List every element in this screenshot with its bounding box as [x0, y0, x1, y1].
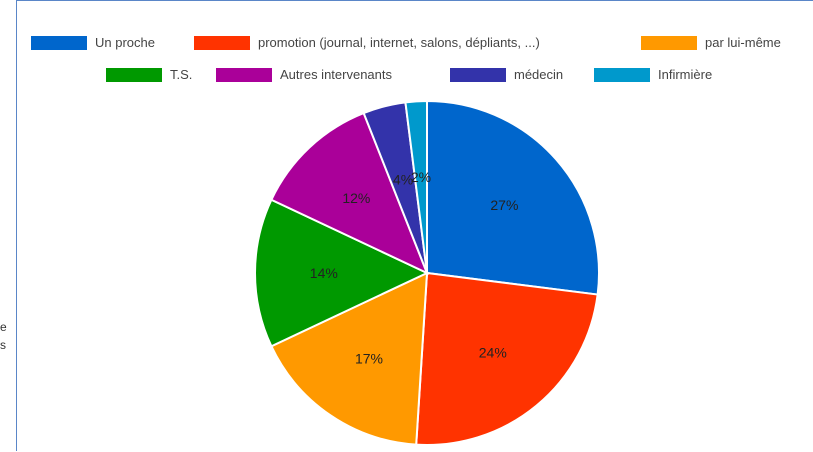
pie-label-0: 27%	[490, 197, 518, 213]
legend-item-ts: T.S.	[106, 67, 216, 83]
pie-slice-0	[426, 99, 600, 296]
legend-item-par-lui-meme: par lui-même	[641, 35, 811, 51]
legend-label-un-proche: Un proche	[95, 35, 155, 50]
pie-slice-4	[270, 111, 429, 275]
legend-swatch-par-lui-meme	[641, 36, 697, 50]
legend-item-promotion: promotion (journal, internet, salons, dé…	[194, 35, 614, 51]
legend-label-medecin: médecin	[514, 67, 564, 82]
legend-item-medecin: médecin	[450, 67, 590, 83]
pie-label-3: 14%	[310, 265, 338, 281]
legend-swatch-ts	[106, 68, 162, 82]
legend-swatch-infirmiere	[594, 68, 650, 82]
side-letter-2: s	[0, 338, 6, 352]
legend-swatch-un-proche	[31, 36, 87, 50]
pie-label-2: 17%	[355, 350, 383, 366]
pie-chart: 27% 24% 17% 14% 12% 4%2%	[254, 99, 600, 446]
chart-frame: Un proche promotion (journal, internet, …	[16, 0, 813, 451]
legend-swatch-medecin	[450, 68, 506, 82]
pie-labels: 27% 24% 17% 14% 12% 4%2%	[310, 169, 519, 366]
legend-label-ts: T.S.	[170, 67, 193, 82]
pie-slices	[254, 99, 600, 446]
pie-slice-2	[270, 271, 429, 446]
legend-swatch-promotion	[194, 36, 250, 50]
side-text: e s	[0, 318, 10, 354]
legend-label-infirmiere: Infirmière	[658, 67, 713, 82]
pie-slice-1	[415, 271, 599, 446]
pie-label-6: 2%	[411, 169, 431, 185]
pie-slice-3	[254, 198, 430, 348]
legend-row-2: T.S. Autres intervenants médecin Infirmi…	[17, 67, 813, 83]
legend-label-promotion: promotion (journal, internet, salons, dé…	[258, 35, 540, 50]
legend-label-par-lui-meme: par lui-même	[705, 35, 781, 50]
legend-swatch-autres-intervenants	[216, 68, 272, 82]
legend-row-1: Un proche promotion (journal, internet, …	[17, 35, 813, 51]
pie-slice-6	[404, 99, 428, 274]
legend-item-un-proche: Un proche	[31, 35, 191, 51]
legend-item-autres-intervenants: Autres intervenants	[216, 67, 446, 83]
pie-label-5: 4%	[393, 172, 413, 188]
pie-label-1: 24%	[479, 345, 507, 361]
pie-label-4: 12%	[342, 190, 370, 206]
side-letter-1: e	[0, 320, 7, 334]
legend-label-autres-intervenants: Autres intervenants	[280, 67, 393, 82]
legend-item-infirmiere: Infirmière	[594, 67, 754, 83]
